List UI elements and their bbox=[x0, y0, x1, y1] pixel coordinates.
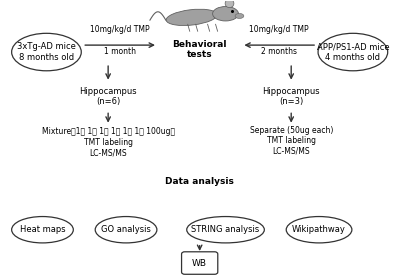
Text: Heat maps: Heat maps bbox=[20, 225, 65, 234]
Ellipse shape bbox=[213, 6, 238, 21]
Text: 3xTg-AD mice
8 months old: 3xTg-AD mice 8 months old bbox=[17, 42, 76, 62]
Ellipse shape bbox=[166, 9, 217, 25]
Text: Behavioral
tests: Behavioral tests bbox=[172, 40, 227, 59]
Text: 2 months: 2 months bbox=[261, 47, 297, 56]
Text: STRING analysis: STRING analysis bbox=[192, 225, 260, 234]
Text: Separate (50ug each)
TMT labeling
LC-MS/MS: Separate (50ug each) TMT labeling LC-MS/… bbox=[250, 126, 333, 156]
Text: Wikipathway: Wikipathway bbox=[292, 225, 346, 234]
Text: Data analysis: Data analysis bbox=[165, 177, 234, 186]
Text: 10mg/kg/d TMP: 10mg/kg/d TMP bbox=[250, 25, 309, 34]
Ellipse shape bbox=[235, 13, 244, 18]
Text: 1 month: 1 month bbox=[104, 47, 136, 56]
Text: Mixture（1： 1： 1： 1： 1： 1， 100ug）
TMT labeling
LC-MS/MS: Mixture（1： 1： 1： 1： 1： 1， 100ug） TMT lab… bbox=[42, 128, 175, 157]
Text: Hippocampus
(n=3): Hippocampus (n=3) bbox=[262, 87, 320, 106]
Text: APP/PS1-AD mice
4 months old: APP/PS1-AD mice 4 months old bbox=[316, 42, 389, 62]
Text: GO analysis: GO analysis bbox=[101, 225, 151, 234]
Text: WB: WB bbox=[192, 259, 207, 268]
Text: Hippocampus
(n=6): Hippocampus (n=6) bbox=[79, 87, 137, 106]
Ellipse shape bbox=[225, 0, 234, 8]
Text: 10mg/kg/d TMP: 10mg/kg/d TMP bbox=[90, 25, 150, 34]
